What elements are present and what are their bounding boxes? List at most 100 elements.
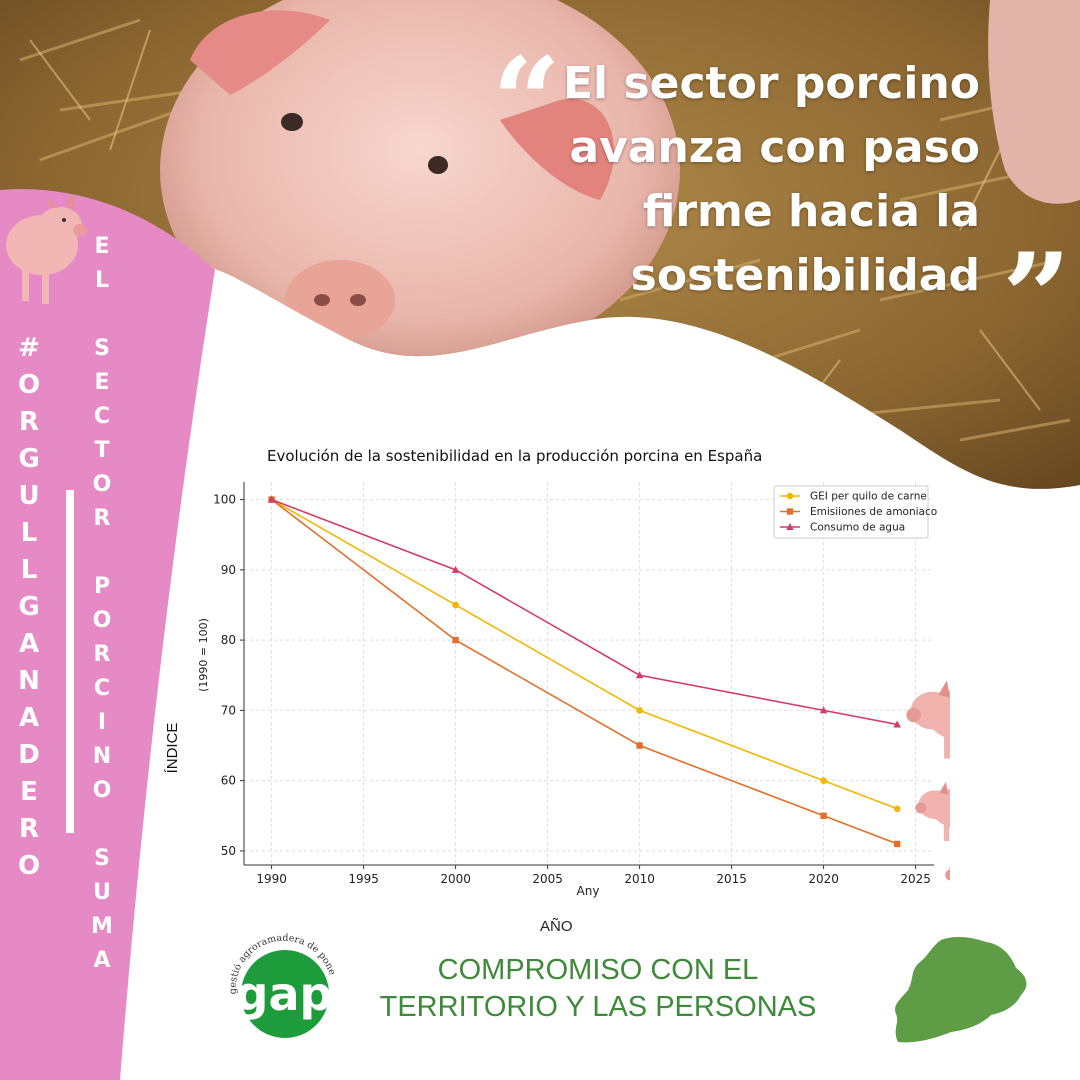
hashtag-letter: A	[18, 629, 40, 659]
footer-text: COMPROMISO CON EL TERRITORIO Y LAS PERSO…	[340, 952, 856, 1026]
headline-quote: El sector porcino avanza con paso firme …	[460, 52, 980, 308]
hashtag-letter: G	[18, 444, 40, 474]
data-point	[452, 601, 459, 609]
tagline-letter: I	[97, 710, 107, 735]
headline-line-1: El sector porcino	[563, 58, 980, 109]
series-line-1	[271, 498, 898, 810]
pig-icon	[915, 781, 950, 841]
legend-entry: Emisiiones de amoniaco	[810, 506, 937, 518]
legend-box	[773, 485, 929, 539]
hashtag-letter: L	[20, 518, 38, 548]
x-tick-label: 2015	[716, 872, 747, 886]
hashtag-letter: O	[17, 370, 41, 400]
hashtag-letter: E	[20, 777, 38, 807]
legend-marker	[786, 492, 794, 500]
tagline-letter: C	[93, 404, 111, 429]
headline-line-2: avanza con paso	[569, 122, 980, 173]
hashtag-letter: D	[18, 740, 40, 770]
tagline-letter: S	[94, 846, 110, 871]
hashtag-letter: U	[18, 481, 40, 511]
pig-icon	[906, 680, 950, 759]
close-quote-mark: ”	[1002, 227, 1072, 368]
y-tick-label: 70	[221, 703, 236, 717]
tagline-letter: P	[93, 574, 111, 599]
tagline-letter: E	[94, 370, 110, 395]
tagline-letter: O	[92, 472, 112, 497]
x-tick-label: 1995	[348, 872, 379, 886]
y-axis-label-base: (1990 = 100)	[197, 618, 210, 692]
hashtag-letter: N	[18, 666, 40, 696]
x-axis-label: Any	[577, 884, 600, 898]
data-point	[636, 707, 643, 714]
y-axis-label-index: ÍNDICE	[164, 723, 181, 774]
data-point	[820, 777, 827, 784]
chart-title: Evolución de la sostenibilidad en la pro…	[267, 447, 762, 465]
hashtag-vertical: # O R G U L L G A N A D E R O	[14, 330, 44, 885]
tagline-letter: R	[93, 642, 111, 667]
legend-entry: GEI per quilo de carne	[810, 491, 927, 503]
x-tick-label: 2025	[900, 872, 931, 886]
tagline-letter: S	[94, 336, 110, 361]
data-point	[267, 495, 276, 503]
x-tick-label: 1990	[256, 872, 287, 886]
x-tick-label: 2020	[808, 872, 839, 886]
y-tick-label: 100	[213, 493, 236, 507]
data-point	[819, 706, 828, 714]
pig-illustration-icon	[6, 194, 87, 304]
hashtag-letter: R	[18, 814, 40, 844]
data-point	[636, 742, 643, 749]
data-point	[820, 812, 827, 820]
x-tick-label: 2000	[440, 872, 471, 886]
tagline-letter: E	[94, 234, 110, 259]
series-line-2	[271, 498, 898, 845]
y-tick-label: 80	[221, 633, 236, 647]
data-point	[635, 671, 644, 679]
data-point	[451, 565, 460, 573]
legend-marker	[786, 523, 794, 530]
hashtag-letter: G	[18, 592, 40, 622]
x-tick-label: 2005	[532, 872, 563, 886]
data-point	[893, 805, 901, 813]
tagline-letter: R	[93, 506, 111, 531]
vertical-divider	[66, 490, 74, 833]
x-tick-label: 2010	[624, 872, 655, 886]
tagline-letter	[98, 298, 106, 332]
hashtag-letter: A	[18, 703, 40, 733]
tagline-letter: M	[91, 914, 113, 939]
hashtag-letter: R	[18, 407, 40, 437]
sustainability-line-chart: Evolución de la sostenibilidad en la pro…	[164, 447, 950, 898]
data-point	[894, 840, 901, 848]
tagline-letter: N	[92, 744, 112, 769]
gap-logo-word: gap	[236, 967, 333, 1021]
hashtag-letter: L	[20, 555, 38, 585]
tagline-letter: O	[92, 778, 112, 803]
tagline-letter: L	[94, 268, 110, 293]
y-tick-label: 50	[221, 844, 236, 858]
pig-icon	[945, 865, 950, 881]
y-tick-label: 60	[221, 774, 236, 788]
footer-line-2: TERRITORIO Y LAS PERSONAS	[379, 991, 817, 1023]
headline-line-4: sostenibilidad	[630, 250, 980, 301]
axis-footer-label: AÑO	[540, 918, 573, 935]
tagline-letter: U	[93, 880, 111, 905]
legend-entry: Consumo de agua	[810, 522, 905, 534]
tagline-letter: A	[93, 948, 111, 973]
open-quote-mark: “	[492, 31, 562, 172]
tagline-letter	[98, 536, 106, 570]
headline-line-3: firme hacia la	[642, 186, 980, 237]
hashtag-letter: O	[17, 851, 41, 881]
hashtag-letter: #	[18, 333, 40, 363]
tagline-letter	[98, 808, 106, 842]
tagline-letter: O	[92, 608, 112, 633]
data-point	[452, 636, 459, 644]
tagline-letter: C	[93, 676, 111, 701]
region-map-icon	[895, 936, 1027, 1043]
footer-line-1: COMPROMISO CON EL	[437, 954, 759, 986]
y-tick-label: 90	[221, 563, 236, 577]
legend-marker	[786, 508, 794, 515]
tagline-letter: T	[94, 438, 110, 463]
data-point	[893, 720, 901, 728]
gap-logo: gestió agroramadera de ponent, sccl gap	[222, 924, 338, 1038]
